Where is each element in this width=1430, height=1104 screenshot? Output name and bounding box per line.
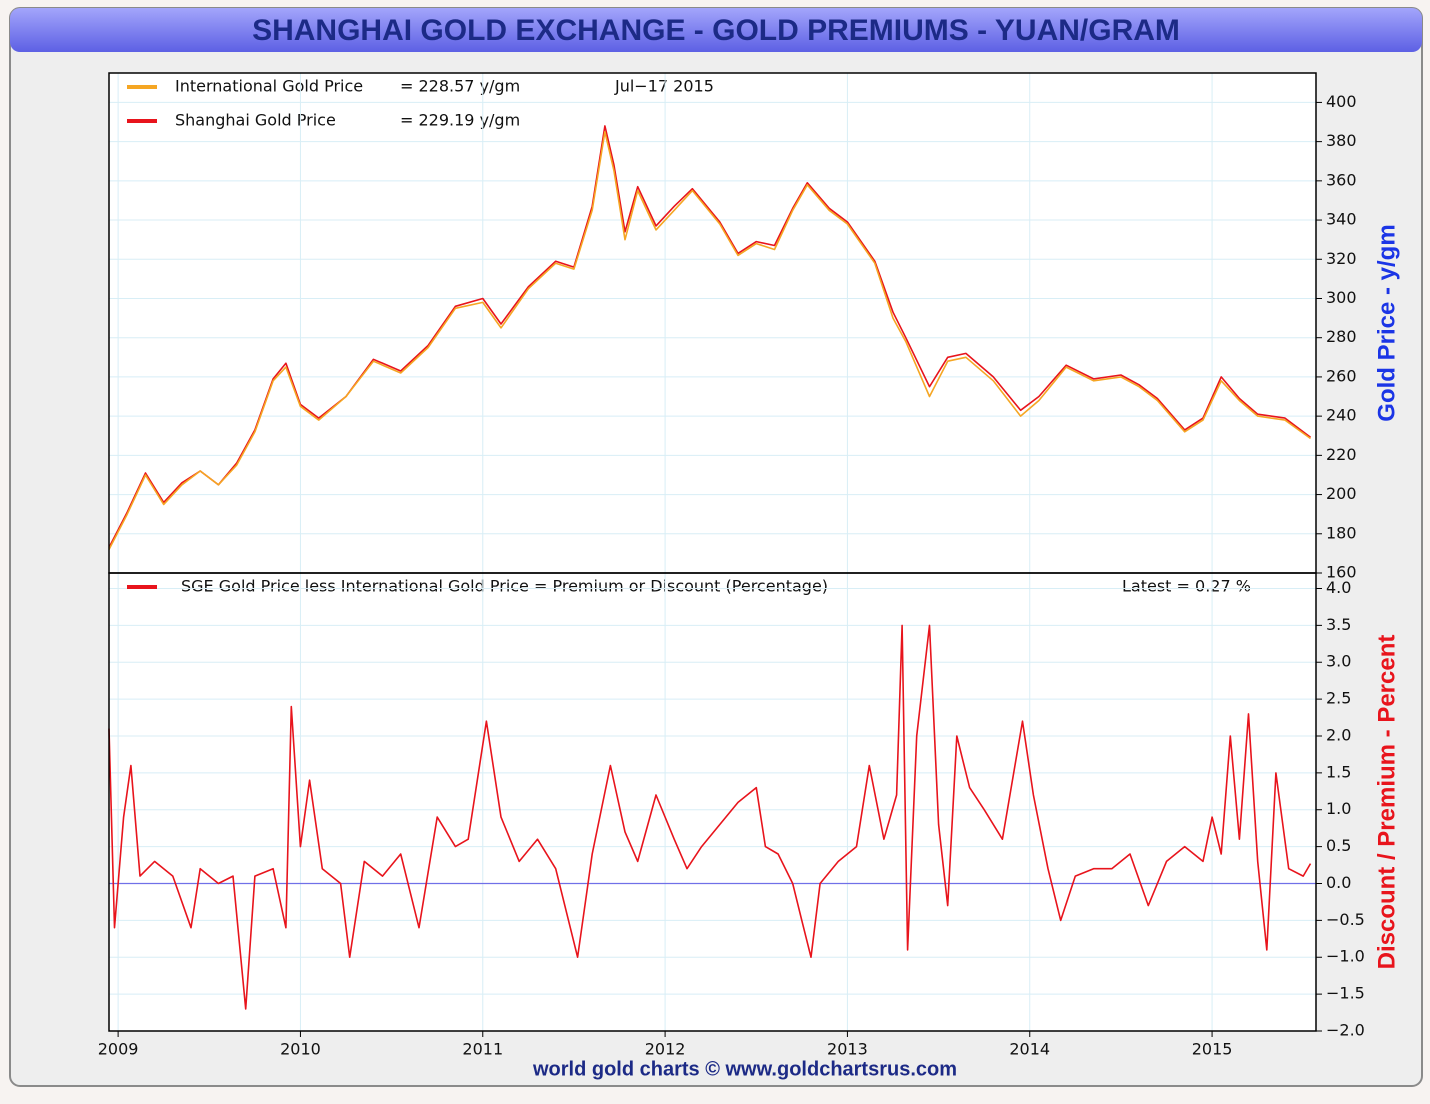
plot-area	[109, 73, 1316, 1031]
latest-label: Latest = 0.27 %	[1122, 577, 1251, 596]
data-line	[108, 624, 1312, 1010]
y-tick-label: 3.0	[1326, 652, 1351, 671]
y-tick-label: 180	[1326, 523, 1357, 542]
y-tick-label: 160	[1326, 563, 1357, 582]
y-tick-label: 320	[1326, 249, 1357, 268]
y-tick-label: 3.5	[1326, 615, 1351, 634]
y-tick-label: 240	[1326, 406, 1357, 425]
x-tick-label: 2013	[827, 1040, 868, 1059]
legend-label: Shanghai Gold Price	[175, 111, 336, 130]
y-tick-label: 400	[1326, 92, 1357, 111]
source: world gold charts © www.goldchartsrus.co…	[532, 1058, 957, 1080]
y-tick-label: 2.0	[1326, 725, 1351, 744]
y-tick-label: 260	[1326, 366, 1357, 385]
legend-value: = 228.57 y/gm	[400, 77, 520, 96]
title-bar	[10, 8, 1422, 52]
y-tick-label: −1.5	[1326, 984, 1365, 1003]
x-tick-label: 2014	[1009, 1040, 1050, 1059]
x-tick-label: 2009	[98, 1040, 139, 1059]
y-tick-label: 0.0	[1326, 873, 1351, 892]
y-tick-label: 360	[1326, 170, 1357, 189]
axis-layer: 160 180 200 220 240 260 280 300 320 340 360 380 400 G…	[98, 72, 1400, 1059]
y-tick-label: 200	[1326, 484, 1357, 503]
y-tick-label: −0.5	[1326, 910, 1365, 929]
y-axis-title: Gold Price - y/gm	[1373, 224, 1400, 421]
y-tick-label: 380	[1326, 131, 1357, 150]
y-tick-label: 2.5	[1326, 689, 1351, 708]
y-tick-label: 220	[1326, 445, 1357, 464]
x-tick-label: 2012	[645, 1040, 686, 1059]
y-tick-label: 1.5	[1326, 762, 1351, 781]
y-tick-label: 280	[1326, 327, 1357, 346]
legend-label: SGE Gold Price less International Gold P…	[181, 577, 828, 596]
y-tick-label: −1.0	[1326, 947, 1365, 966]
panel-frame	[108, 572, 1317, 1032]
x-tick-label: 2010	[280, 1040, 321, 1059]
data-line	[108, 131, 1311, 550]
x-tick-label: 2011	[462, 1040, 503, 1059]
y-tick-label: 300	[1326, 288, 1357, 307]
y-axis-title: Discount / Premium - Percent	[1373, 635, 1400, 970]
y-tick-label: 340	[1326, 210, 1357, 229]
data-line	[108, 125, 1311, 548]
chart-title: SHANGHAI GOLD EXCHANGE - GOLD PREMIUMS -…	[252, 14, 1180, 47]
y-tick-label: −2.0	[1326, 1021, 1365, 1040]
date-label: Jul−17 2015	[614, 77, 714, 96]
legend-value: = 229.19 y/gm	[400, 111, 520, 130]
x-tick-label: 2015	[1192, 1040, 1233, 1059]
y-tick-label: 1.0	[1326, 799, 1351, 818]
lines-layer	[108, 125, 1312, 1010]
y-tick-label: 0.5	[1326, 836, 1351, 855]
y-tick-label: 4.0	[1326, 578, 1351, 597]
legend-label: International Gold Price	[175, 77, 363, 96]
